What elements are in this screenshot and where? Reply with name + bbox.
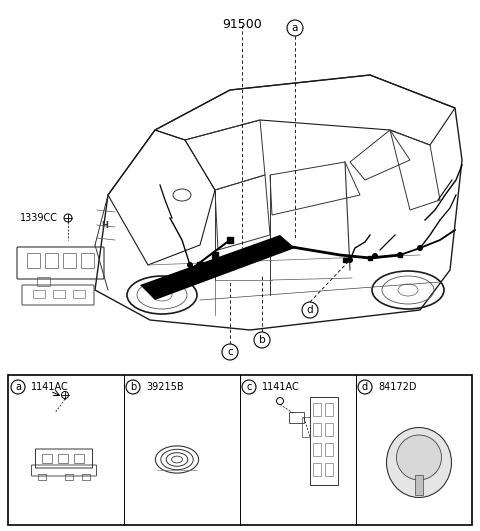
Text: a: a — [15, 382, 21, 392]
Bar — [74, 453, 84, 463]
Ellipse shape — [396, 435, 442, 480]
Bar — [38, 474, 46, 479]
Text: 1141AC: 1141AC — [31, 382, 69, 392]
Polygon shape — [140, 235, 295, 300]
Text: 39215B: 39215B — [146, 382, 184, 392]
Circle shape — [347, 257, 353, 263]
Text: d: d — [362, 382, 368, 392]
Bar — [310, 397, 338, 485]
Bar — [53, 290, 65, 298]
Bar — [42, 453, 52, 463]
Ellipse shape — [386, 427, 452, 498]
Circle shape — [222, 344, 238, 360]
Text: H: H — [102, 220, 108, 229]
Bar — [415, 475, 423, 494]
Circle shape — [242, 380, 256, 394]
Text: 1339CC: 1339CC — [20, 213, 58, 223]
Circle shape — [372, 253, 378, 259]
Bar — [325, 463, 333, 476]
Bar — [313, 463, 321, 476]
Bar — [73, 290, 85, 298]
Bar — [58, 453, 68, 463]
Text: 84172D: 84172D — [378, 382, 417, 392]
Text: d: d — [307, 305, 313, 315]
Circle shape — [126, 380, 140, 394]
Circle shape — [302, 302, 318, 318]
Bar — [33, 290, 45, 298]
Text: c: c — [246, 382, 252, 392]
Circle shape — [254, 332, 270, 348]
Bar — [325, 443, 333, 456]
Text: 91500: 91500 — [222, 18, 262, 31]
Text: b: b — [259, 335, 265, 345]
Bar — [82, 474, 90, 479]
Text: c: c — [227, 347, 233, 357]
Bar — [302, 417, 310, 437]
Bar — [325, 403, 333, 416]
Bar — [313, 403, 321, 416]
Text: a: a — [292, 23, 298, 33]
Text: b: b — [130, 382, 136, 392]
Circle shape — [358, 380, 372, 394]
Circle shape — [11, 380, 25, 394]
Circle shape — [187, 262, 193, 268]
Circle shape — [287, 20, 303, 36]
Circle shape — [417, 245, 423, 251]
Text: 1141AC: 1141AC — [262, 382, 300, 392]
Bar — [325, 423, 333, 436]
Bar — [65, 474, 73, 479]
Bar — [313, 443, 321, 456]
Circle shape — [397, 252, 403, 258]
Bar — [313, 423, 321, 436]
Bar — [8, 375, 472, 525]
